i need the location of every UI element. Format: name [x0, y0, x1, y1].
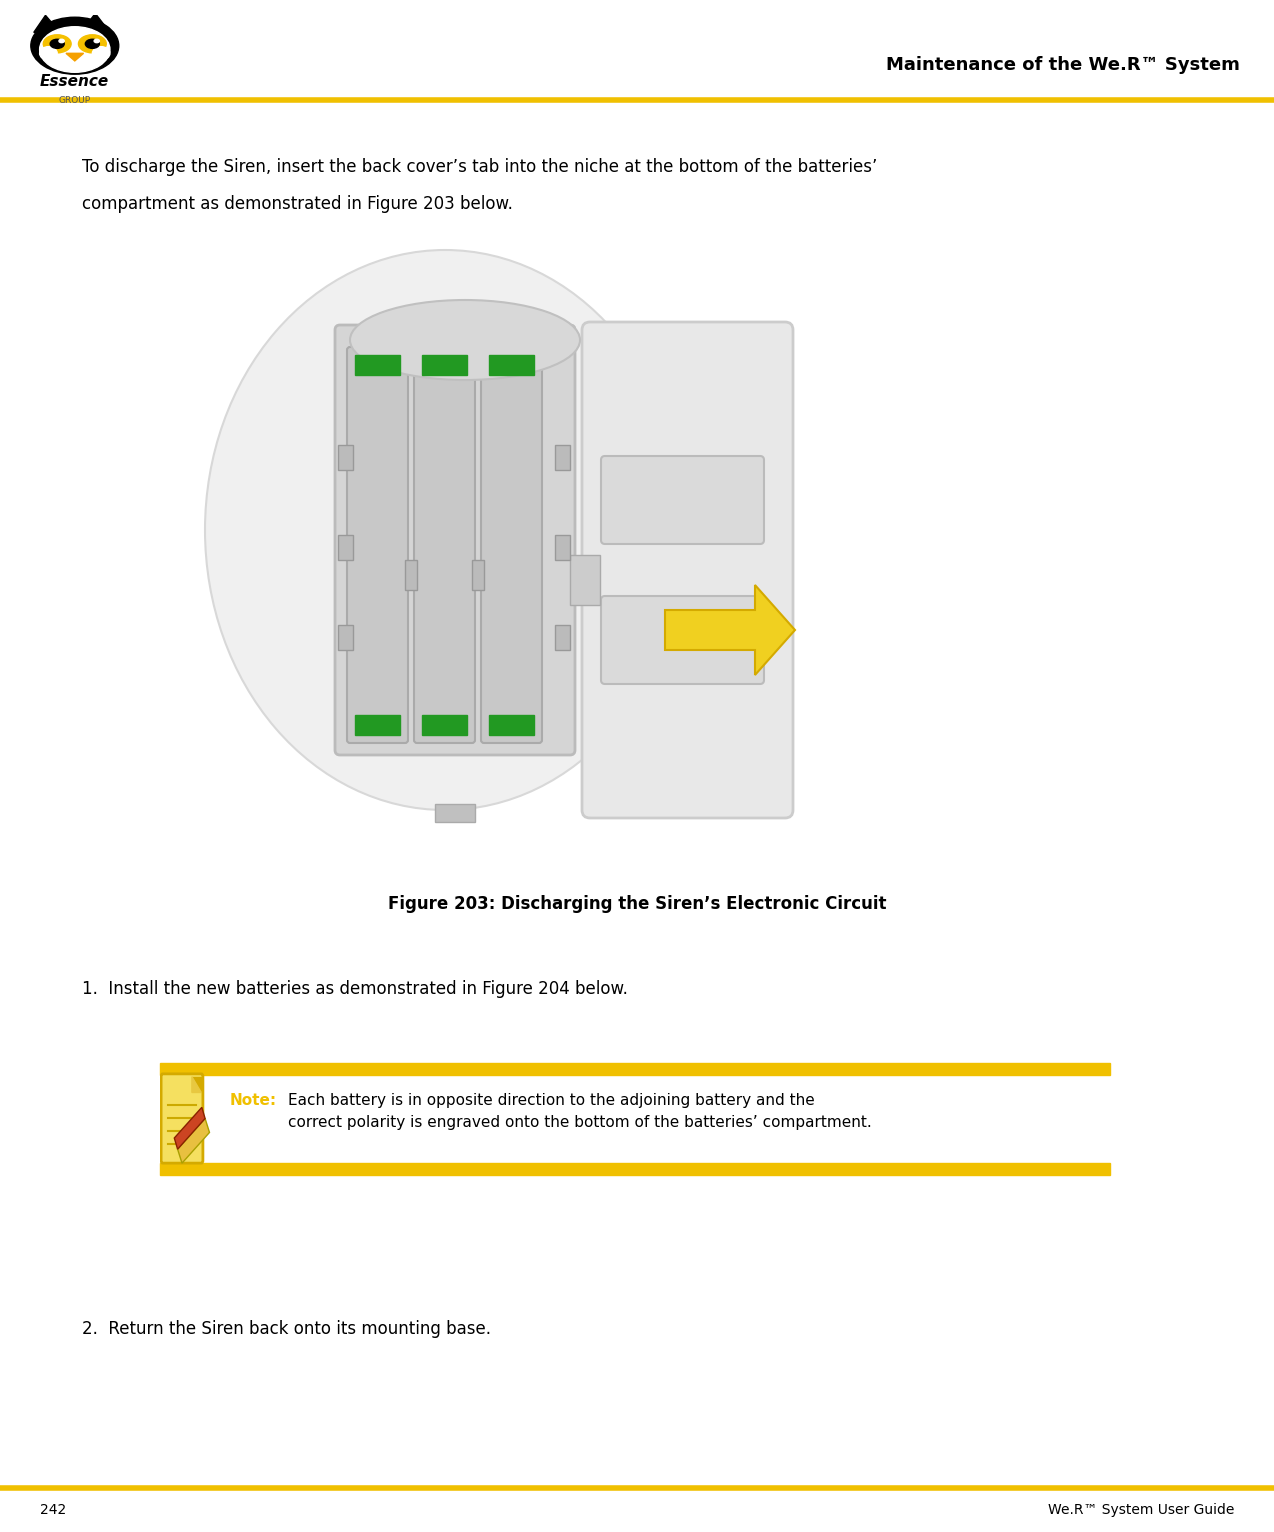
Polygon shape — [192, 1077, 201, 1092]
FancyBboxPatch shape — [414, 348, 475, 743]
Polygon shape — [665, 585, 795, 676]
Bar — [555, 625, 569, 650]
Bar — [161, 1063, 1110, 1075]
FancyBboxPatch shape — [161, 1074, 203, 1163]
Polygon shape — [177, 1118, 209, 1163]
Text: 242: 242 — [39, 1503, 66, 1517]
Text: Each battery is in opposite direction to the adjoining battery and the
correct p: Each battery is in opposite direction to… — [288, 1092, 871, 1131]
Polygon shape — [80, 14, 110, 32]
Bar — [161, 1163, 1110, 1175]
Ellipse shape — [205, 250, 685, 810]
Circle shape — [31, 17, 118, 74]
Text: 2.  Return the Siren back onto its mounting base.: 2. Return the Siren back onto its mounti… — [82, 1321, 490, 1337]
Bar — [555, 535, 569, 561]
Circle shape — [39, 26, 110, 72]
Circle shape — [59, 40, 64, 43]
FancyBboxPatch shape — [601, 457, 764, 544]
Text: Essence: Essence — [41, 75, 110, 89]
Bar — [338, 625, 353, 650]
Bar — [555, 444, 569, 470]
Text: 1.  Install the new batteries as demonstrated in Figure 204 below.: 1. Install the new batteries as demonstr… — [82, 980, 628, 997]
Text: We.R™ System User Guide: We.R™ System User Guide — [1047, 1503, 1235, 1517]
Circle shape — [43, 35, 71, 52]
Bar — [489, 355, 534, 375]
Bar — [471, 561, 484, 590]
FancyBboxPatch shape — [601, 596, 764, 683]
Text: compartment as demonstrated in Figure 203 below.: compartment as demonstrated in Figure 20… — [82, 195, 513, 213]
FancyBboxPatch shape — [347, 348, 408, 743]
Text: GROUP: GROUP — [59, 97, 90, 106]
Ellipse shape — [39, 46, 57, 60]
Circle shape — [79, 35, 106, 52]
Bar — [338, 535, 353, 561]
Text: Maintenance of the We.R™ System: Maintenance of the We.R™ System — [887, 57, 1240, 74]
Text: Note:: Note: — [231, 1092, 278, 1108]
FancyBboxPatch shape — [582, 322, 792, 818]
Bar — [422, 715, 468, 735]
Bar — [338, 444, 353, 470]
Bar — [355, 715, 400, 735]
Circle shape — [94, 40, 99, 43]
Text: Figure 203: Discharging the Siren’s Electronic Circuit: Figure 203: Discharging the Siren’s Elec… — [387, 895, 887, 913]
Circle shape — [50, 40, 64, 49]
Ellipse shape — [93, 46, 110, 60]
Bar — [355, 355, 400, 375]
Bar — [405, 561, 417, 590]
Bar — [569, 555, 600, 605]
Circle shape — [85, 40, 99, 49]
Bar — [422, 355, 468, 375]
Polygon shape — [175, 1108, 205, 1149]
Bar — [434, 804, 475, 823]
Polygon shape — [33, 15, 60, 32]
Polygon shape — [192, 1077, 201, 1092]
Text: To discharge the Siren, insert the back cover’s tab into the niche at the bottom: To discharge the Siren, insert the back … — [82, 158, 878, 176]
Ellipse shape — [350, 300, 580, 380]
FancyBboxPatch shape — [335, 325, 575, 755]
FancyBboxPatch shape — [482, 348, 541, 743]
Polygon shape — [66, 54, 84, 61]
Bar — [489, 715, 534, 735]
